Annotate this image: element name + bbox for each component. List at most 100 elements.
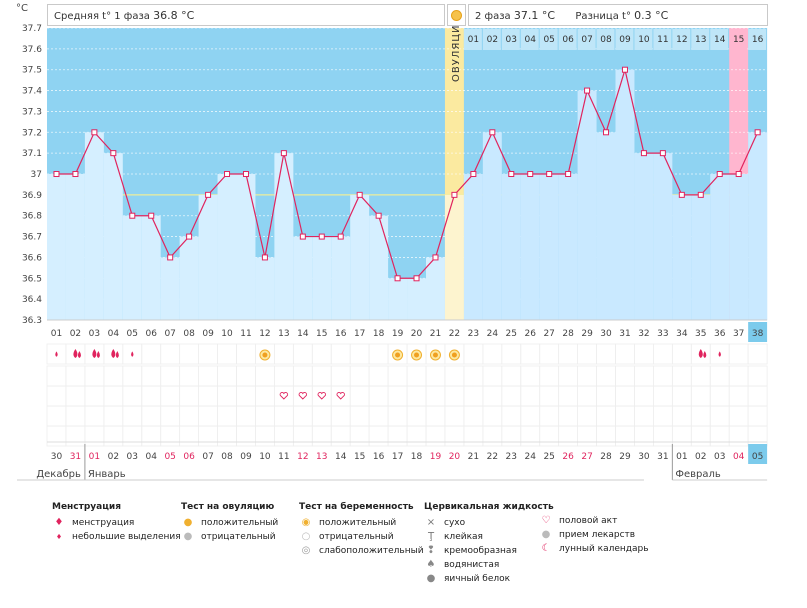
- temperature-point: [508, 171, 515, 177]
- temperature-bar: [729, 174, 749, 320]
- pregnancy-positive-icon: ◉: [301, 517, 311, 528]
- x-tick-label: 15: [316, 329, 327, 339]
- marker-cell: [273, 405, 294, 427]
- date-label: 02: [695, 452, 706, 462]
- month-label: Декабрь: [36, 469, 81, 480]
- y-tick-label: 37.5: [22, 66, 42, 76]
- moon-icon: ☾: [541, 543, 551, 554]
- marker-cell: [501, 343, 522, 365]
- x-tick-label: 34: [676, 329, 688, 339]
- date-label: 30: [51, 452, 63, 462]
- heart-icon: [317, 392, 326, 400]
- ovulation-label: ОВУЛЯЦИЯ: [451, 17, 462, 83]
- date-label: 05: [164, 452, 175, 462]
- marker-cell: [292, 365, 313, 387]
- temperature-point: [337, 233, 344, 240]
- x-tick-label: 17: [354, 329, 365, 339]
- pill-icon: ●: [541, 529, 551, 540]
- temperature-bar: [539, 174, 559, 320]
- x-tick-label: 37: [733, 329, 744, 339]
- marker-cell: [122, 385, 143, 407]
- marker-cell: [482, 343, 503, 365]
- date-label: 04: [733, 452, 745, 462]
- phase2-day-label: 03: [506, 35, 517, 45]
- temperature-point: [413, 275, 420, 282]
- marker-cell: [615, 385, 635, 407]
- marker-cell: [292, 343, 313, 365]
- marker-cell: [217, 385, 237, 407]
- date-label: 23: [506, 452, 517, 462]
- marker-cell: [311, 425, 332, 447]
- marker-cell: [292, 405, 313, 427]
- x-tick-label: 29: [581, 329, 593, 339]
- marker-cell: [558, 405, 579, 427]
- date-label: 12: [297, 452, 308, 462]
- temperature-point: [489, 129, 496, 136]
- temperature-point: [261, 254, 268, 261]
- phase2-day-cell: [615, 29, 634, 50]
- phase2-day-cell: [539, 29, 558, 50]
- temperature-point: [697, 191, 704, 198]
- date-label: 19: [430, 452, 442, 462]
- marker-cell: [425, 365, 446, 387]
- temperature-bar: [710, 174, 730, 320]
- current-day-cell: [748, 322, 768, 342]
- marker-cell: [444, 425, 465, 447]
- temperature-bar: [331, 236, 351, 320]
- marker-cell: [653, 405, 673, 427]
- phase2-day-cell: [691, 29, 710, 50]
- marker-cell: [84, 405, 105, 427]
- date-label: 20: [449, 452, 461, 462]
- temperature-bar: [653, 153, 673, 320]
- marker-cell: [103, 425, 124, 447]
- x-tick-label: 26: [524, 329, 536, 339]
- date-label: 10: [259, 452, 271, 462]
- temperature-bar: [179, 236, 199, 320]
- diff-label: Разница t°: [575, 11, 631, 22]
- temperature-point: [91, 129, 98, 136]
- marker-cell: [671, 365, 692, 387]
- temperature-point: [735, 171, 742, 177]
- marker-cell: [425, 405, 446, 427]
- x-tick-label: 38: [752, 329, 764, 339]
- date-label: 11: [278, 452, 289, 462]
- marker-cell: [255, 385, 275, 407]
- sun-negative-icon: ●: [183, 531, 193, 542]
- phase2-value: 37.1 °С: [513, 9, 556, 22]
- phase2-day-label: 13: [695, 35, 706, 45]
- marker-cell: [65, 365, 86, 387]
- month-label: Февраль: [675, 469, 721, 480]
- y-tick-label: 37.1: [22, 149, 42, 159]
- temperature-point: [356, 191, 363, 198]
- temperature-bar: [482, 132, 502, 320]
- phase2-day-cell: [729, 29, 748, 50]
- x-tick-label: 22: [449, 329, 460, 339]
- temperature-bar: [103, 153, 123, 320]
- marker-cell: [690, 425, 711, 447]
- marker-cell: [330, 343, 351, 365]
- marker-cell: [709, 425, 730, 447]
- marker-cell: [728, 385, 749, 407]
- date-label: 14: [335, 452, 347, 462]
- marker-cell: [368, 385, 389, 407]
- marker-cell: [596, 385, 616, 407]
- marker-cell: [217, 343, 237, 365]
- temperature-point: [451, 191, 458, 198]
- marker-cell: [198, 365, 218, 387]
- temperature-bar: [312, 236, 332, 320]
- temperature-bar: [388, 278, 408, 320]
- marker-cell: [709, 405, 730, 427]
- marker-cell: [217, 405, 237, 427]
- phase2-day-cell: [672, 29, 691, 50]
- marker-cell: [520, 365, 541, 387]
- phase1-summary: Средняя t° 1 фаза 36.8 °С: [47, 4, 445, 26]
- marker-cell: [103, 365, 124, 387]
- temperature-point: [110, 150, 117, 157]
- marker-cell: [671, 385, 692, 407]
- marker-cell: [577, 385, 597, 407]
- x-tick-label: 28: [562, 329, 574, 339]
- temperature-line: [56, 67, 759, 279]
- marker-cell: [387, 425, 408, 447]
- marker-cell: [141, 425, 162, 447]
